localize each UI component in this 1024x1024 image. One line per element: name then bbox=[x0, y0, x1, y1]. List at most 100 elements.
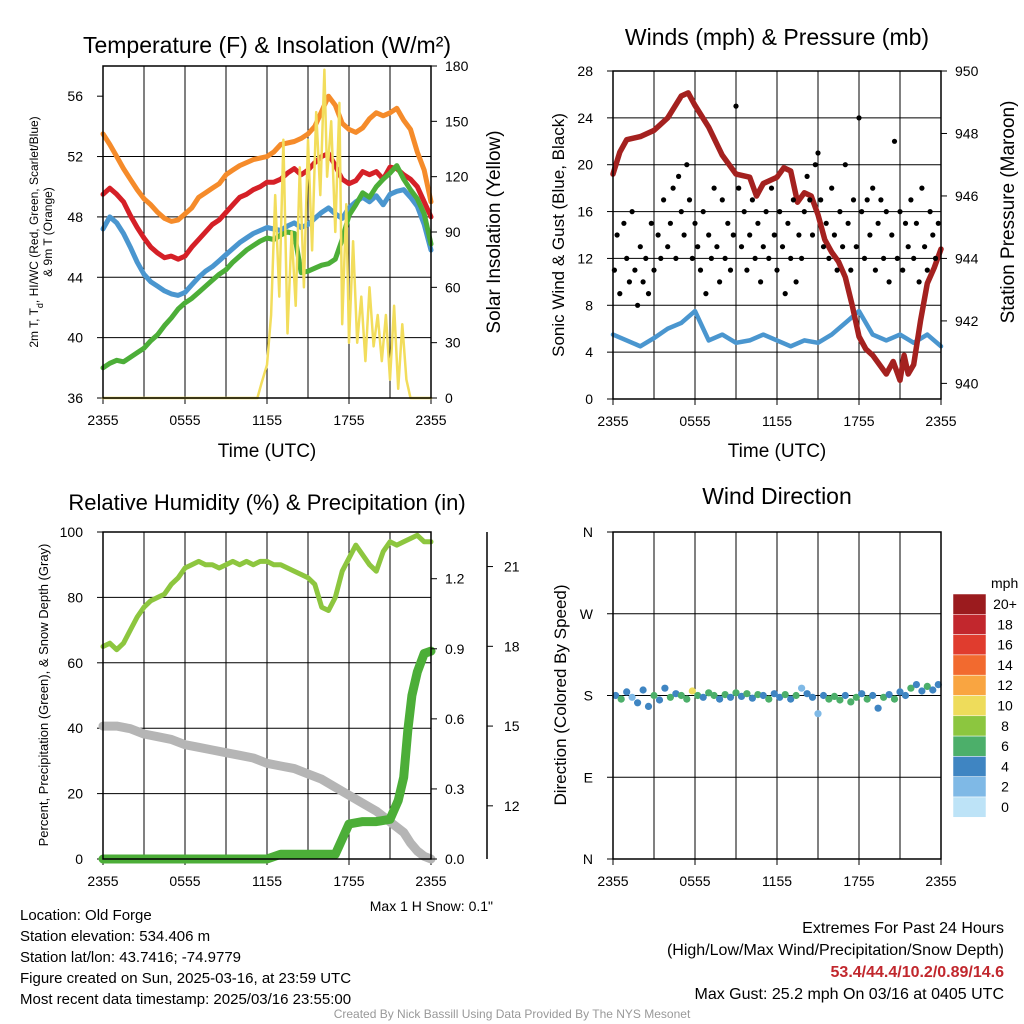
gust-point bbox=[842, 162, 848, 168]
created-text: Figure created on Sun, 2025-03-16, at 23… bbox=[20, 970, 352, 987]
gust-point bbox=[788, 255, 794, 261]
y2-tick-label: 942 bbox=[955, 313, 979, 329]
gust-point bbox=[922, 244, 928, 250]
y-tick-label: 52 bbox=[67, 149, 83, 165]
legend-swatch bbox=[952, 715, 987, 737]
y2-tick-label: 940 bbox=[955, 375, 979, 391]
chart-title: Relative Humidity (%) & Precipitation (i… bbox=[68, 490, 465, 515]
gust-point bbox=[747, 232, 753, 238]
y2-axis-label: Station Pressure (Maroon) bbox=[998, 101, 1019, 324]
direction-point bbox=[683, 695, 691, 703]
gust-point bbox=[722, 255, 728, 261]
legend-swatch bbox=[952, 614, 987, 635]
y-tick-label: S bbox=[584, 688, 593, 704]
gust-point bbox=[678, 209, 684, 215]
legend-swatch bbox=[952, 756, 987, 777]
x-tick-label: 2355 bbox=[415, 412, 446, 428]
y-tick-label: N bbox=[583, 524, 593, 540]
gust-point bbox=[894, 255, 900, 261]
x-tick-label: 1755 bbox=[333, 873, 364, 889]
gust-point bbox=[774, 267, 780, 273]
gust-point bbox=[719, 197, 725, 203]
direction-point bbox=[732, 689, 740, 697]
gust-point bbox=[648, 220, 654, 226]
y-axis-label: 2m T, Td, HI/WC (Red, Green, Scarlet/Blu… bbox=[27, 116, 55, 347]
gust-point bbox=[624, 255, 630, 261]
direction-points bbox=[612, 681, 942, 718]
y-axis-label: Direction (Colored By Speed) bbox=[551, 584, 570, 805]
x-tick-label: 1155 bbox=[252, 412, 282, 428]
direction-point bbox=[907, 684, 915, 692]
gust-point bbox=[848, 267, 854, 273]
y-tick-label: 8 bbox=[585, 297, 593, 313]
gust-point bbox=[829, 185, 835, 191]
gust-point bbox=[676, 173, 682, 179]
speed-legend: mph 20+ 18 16 14 12 10 8 6 4 2 0 bbox=[952, 575, 1018, 818]
series-yellow-line bbox=[101, 68, 433, 400]
gust-point bbox=[667, 220, 674, 226]
direction-point bbox=[721, 691, 729, 699]
gust-point bbox=[744, 267, 750, 273]
gust-point bbox=[771, 232, 777, 238]
x-tick-label: 2355 bbox=[87, 412, 118, 428]
gust-point bbox=[911, 255, 917, 261]
gust-point bbox=[809, 232, 816, 238]
direction-point bbox=[836, 696, 844, 704]
gust-point bbox=[617, 291, 623, 297]
direction-point bbox=[923, 682, 931, 691]
x-tick-label: 1755 bbox=[843, 873, 874, 889]
direction-point bbox=[634, 699, 642, 707]
x-tick-label: 2355 bbox=[597, 413, 628, 429]
gust-point bbox=[815, 150, 821, 156]
gust-point bbox=[883, 209, 889, 215]
y2-tick-label: 60 bbox=[445, 279, 461, 295]
gust-point bbox=[785, 220, 791, 226]
direction-point bbox=[819, 691, 828, 700]
direction-point bbox=[737, 692, 746, 701]
y-tick-label: 36 bbox=[67, 390, 83, 406]
y-tick-label: W bbox=[580, 606, 594, 622]
gust-point bbox=[670, 185, 676, 191]
gust-point bbox=[837, 209, 843, 215]
direction-point bbox=[890, 695, 899, 703]
gust-point bbox=[766, 255, 772, 261]
gust-point bbox=[725, 220, 731, 226]
gust-point bbox=[916, 279, 922, 285]
gust-point bbox=[695, 244, 701, 250]
legend-label: 2 bbox=[1001, 779, 1009, 795]
y-tick-label: 40 bbox=[67, 720, 83, 736]
y-tick-label: 60 bbox=[67, 655, 83, 671]
gust-point bbox=[900, 267, 906, 273]
series-snow-line bbox=[98, 721, 436, 864]
gust-point bbox=[741, 209, 747, 215]
direction-point bbox=[863, 695, 871, 703]
gust-point bbox=[730, 232, 736, 238]
gust-point bbox=[905, 244, 911, 250]
y-tick-label: 4 bbox=[585, 344, 593, 360]
y-tick-label: 44 bbox=[67, 269, 83, 285]
direction-point bbox=[808, 693, 817, 701]
gust-point bbox=[614, 232, 620, 238]
direction-point bbox=[699, 693, 707, 701]
direction-point bbox=[781, 691, 789, 699]
gust-point bbox=[875, 220, 881, 226]
gust-point bbox=[831, 232, 838, 238]
chart-title: Winds (mph) & Pressure (mb) bbox=[625, 24, 929, 50]
y-axis-label: Percent, Precipitation (Green), & Snow D… bbox=[36, 544, 51, 847]
direction-point bbox=[934, 681, 942, 689]
gust-point bbox=[714, 244, 720, 250]
timestamp-text: Most recent data timestamp: 2025/03/16 2… bbox=[20, 991, 352, 1008]
panel-2: 0 4 8 12 16 20 24 28 2355 0555 1155 1755 2355 940 942 9… bbox=[549, 24, 1019, 462]
legend-title: mph bbox=[991, 575, 1018, 591]
x-tick-label: 1155 bbox=[762, 873, 792, 889]
legend-swatch bbox=[952, 654, 987, 676]
gust-point bbox=[826, 255, 832, 261]
direction-point bbox=[694, 691, 702, 700]
legend-label: 12 bbox=[997, 677, 1013, 693]
direction-point bbox=[639, 686, 647, 694]
gust-point bbox=[823, 220, 829, 226]
gust-point bbox=[853, 244, 859, 250]
gust-point bbox=[807, 197, 813, 203]
series-red-line bbox=[100, 151, 434, 262]
y3-tick-label: 15 bbox=[504, 718, 520, 734]
